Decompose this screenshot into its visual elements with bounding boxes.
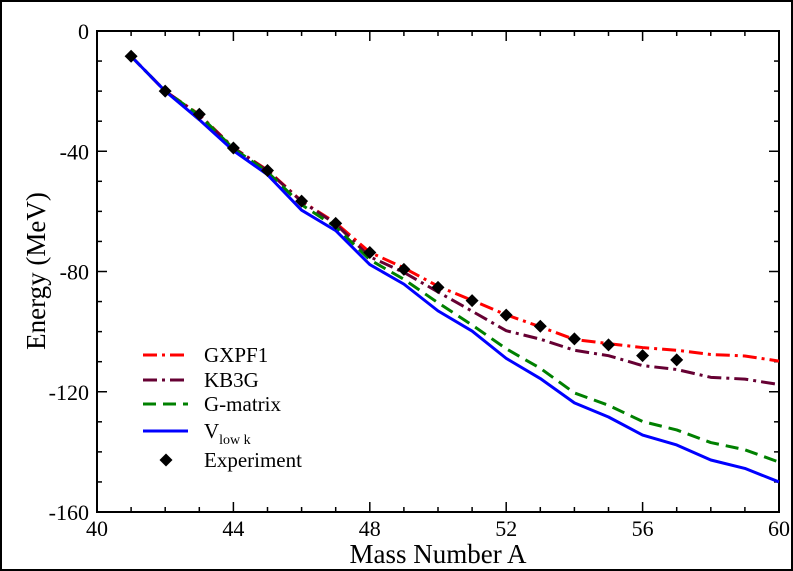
- data-point-experiment: [158, 84, 172, 98]
- series-line-g-matrix: [130, 55, 780, 464]
- ticks-layer: 40 44 48 52 56 60 0 -40 -80 -120 -160: [49, 19, 790, 541]
- data-point-experiment: [499, 308, 513, 322]
- y-tick-label: -120: [49, 380, 89, 405]
- x-tick-label: 44: [222, 516, 244, 541]
- x-tick-label: 40: [86, 516, 108, 541]
- legend-label-kb3g: KB3G: [204, 368, 259, 392]
- x-tick-label: 48: [359, 516, 381, 541]
- data-point-experiment: [226, 141, 240, 155]
- y-axis-title: Energy (MeV): [21, 192, 51, 350]
- data-point-experiment: [124, 49, 138, 63]
- data-point-experiment: [670, 353, 684, 367]
- data-point-experiment: [363, 246, 377, 260]
- markers-layer: [124, 49, 684, 367]
- legend-label-g-matrix: G-matrix: [204, 392, 281, 416]
- data-point-experiment: [261, 163, 274, 177]
- data-point-experiment: [431, 280, 445, 294]
- x-tick-label: 60: [768, 516, 790, 541]
- data-point-experiment: [602, 338, 615, 352]
- data-point-experiment: [329, 216, 343, 230]
- data-point-experiment: [567, 332, 581, 346]
- x-axis-title: Mass Number A: [350, 539, 527, 569]
- legend-label-subscript: low k: [219, 433, 251, 448]
- y-tick-label: -80: [60, 260, 89, 285]
- data-point-experiment: [192, 107, 206, 121]
- data-point-experiment: [397, 262, 411, 276]
- x-tick-label: 52: [495, 516, 517, 541]
- legend-marker-experiment: [159, 453, 173, 467]
- y-tick-label: -160: [49, 500, 89, 525]
- y-tick-label: -40: [60, 139, 89, 164]
- data-point-experiment: [636, 349, 650, 363]
- series-line-v: [130, 55, 780, 484]
- series-layer: [130, 55, 780, 484]
- legend-label-experiment: Experiment: [204, 448, 302, 472]
- x-tick-label: 56: [632, 516, 654, 541]
- data-point-experiment: [295, 194, 309, 208]
- y-tick-label: 0: [78, 19, 89, 44]
- data-point-experiment: [533, 319, 547, 333]
- legend-label-gxpf1: GXPF1: [204, 343, 268, 367]
- data-point-experiment: [465, 294, 479, 308]
